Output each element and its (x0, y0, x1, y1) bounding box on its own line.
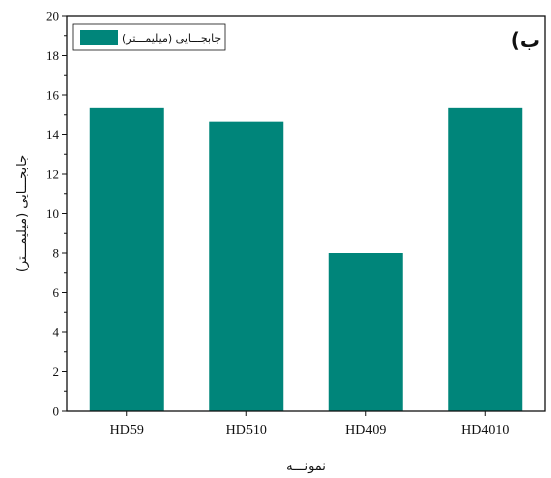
bar-HD4010 (448, 107, 523, 412)
x-tick-label: HD4010 (461, 423, 509, 438)
legend-swatch (80, 30, 118, 45)
legend-label: جابجـــایی (میلیمـــتر) (122, 32, 221, 45)
y-tick-label: 12 (46, 167, 59, 182)
x-tick-label: HD59 (110, 423, 144, 438)
y-tick-label: 4 (53, 325, 60, 340)
y-axis-title: جابجـــایی (میلیمـــتر) (15, 155, 30, 272)
y-tick-label: 16 (46, 88, 60, 103)
legend: جابجـــایی (میلیمـــتر) (72, 23, 226, 51)
y-tick-label: 2 (53, 364, 60, 379)
x-tick-label: HD510 (226, 423, 267, 438)
y-tick-label: 0 (53, 404, 60, 419)
bar-HD510 (209, 121, 284, 411)
bar-HD409 (328, 253, 403, 411)
y-tick-label: 14 (46, 127, 60, 142)
y-tick-label: 20 (46, 9, 59, 24)
panel-label: (ب (511, 28, 540, 52)
y-tick-label: 8 (53, 246, 60, 261)
x-tick-label: HD409 (345, 423, 386, 438)
y-tick-label: 18 (46, 48, 59, 63)
y-tick-label: 6 (53, 285, 60, 300)
x-axis-title: نمونـــه (286, 459, 326, 474)
y-tick-label: 10 (46, 206, 59, 221)
bar-HD59 (89, 107, 164, 412)
bars-layer (89, 107, 523, 412)
y-ticks: 0 2 4 6 8 10 12 14 16 18 20 (46, 9, 67, 419)
x-ticks: HD59 HD510 HD409 HD4010 (110, 411, 509, 438)
